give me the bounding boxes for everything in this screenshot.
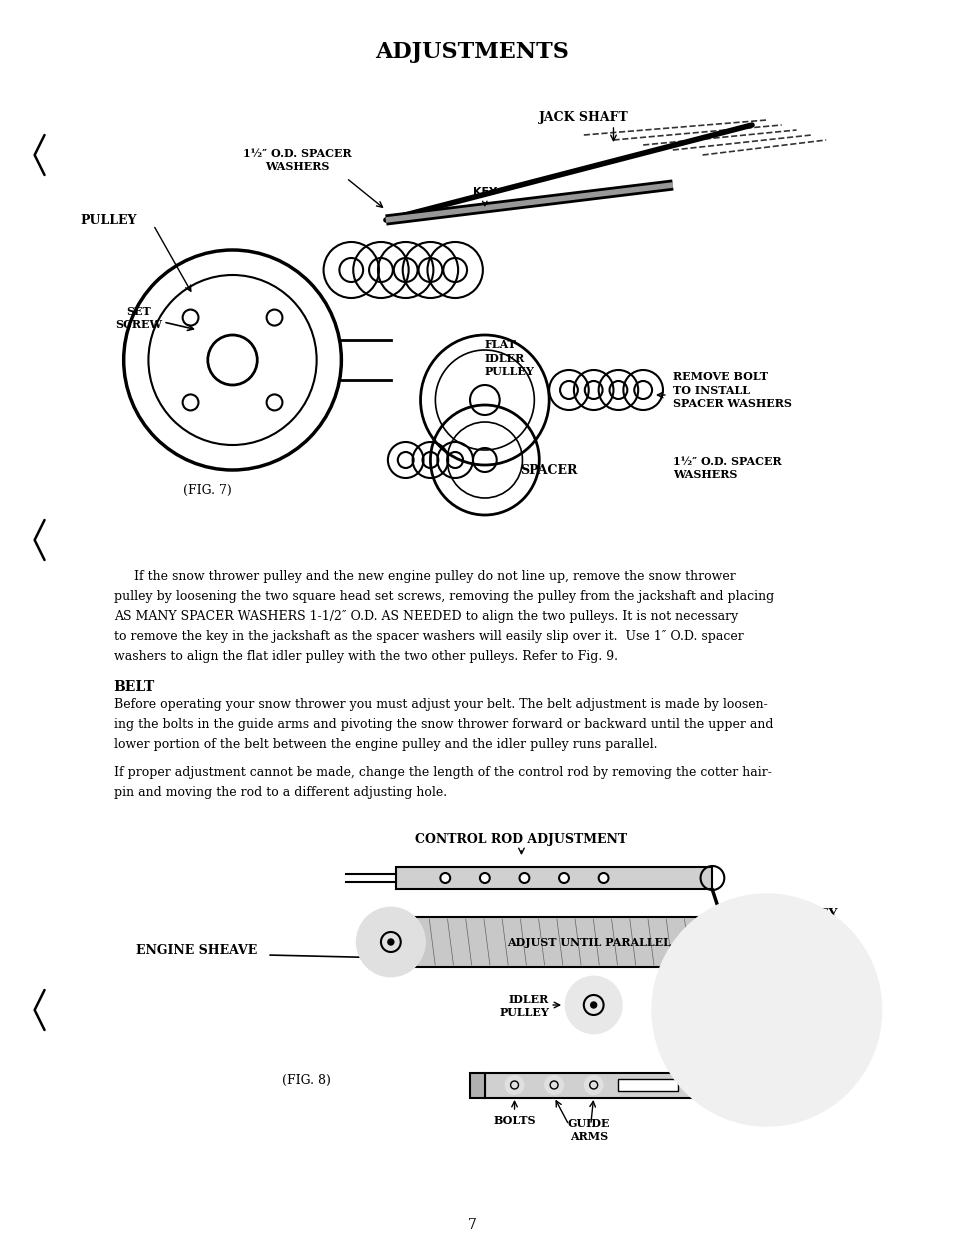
Circle shape [388, 939, 394, 944]
Text: GUIDE
ARMS: GUIDE ARMS [567, 1118, 609, 1143]
Text: 1½″ O.D. SPACER
WASHERS: 1½″ O.D. SPACER WASHERS [672, 456, 781, 481]
Text: BOLTS: BOLTS [493, 1114, 536, 1125]
FancyBboxPatch shape [618, 1079, 677, 1091]
Text: washers to align the flat idler pulley with the two other pulleys. Refer to Fig.: washers to align the flat idler pulley w… [113, 650, 618, 663]
Text: If proper adjustment cannot be made, change the length of the control rod by rem: If proper adjustment cannot be made, cha… [113, 766, 771, 779]
Circle shape [505, 1077, 523, 1094]
Text: If the snow thrower pulley and the new engine pulley do not line up, remove the : If the snow thrower pulley and the new e… [113, 569, 735, 583]
Circle shape [440, 873, 450, 883]
Text: (FIG. 7): (FIG. 7) [183, 483, 232, 496]
Circle shape [584, 1077, 602, 1094]
Text: PULLEY: PULLEY [80, 213, 136, 227]
Text: (FIG. 8): (FIG. 8) [282, 1074, 331, 1087]
Text: SPACER: SPACER [520, 464, 578, 476]
Circle shape [479, 873, 489, 883]
Circle shape [653, 895, 880, 1125]
Circle shape [544, 1077, 562, 1094]
Text: to remove the key in the jackshaft as the spacer washers will easily slip over i: to remove the key in the jackshaft as th… [113, 630, 742, 643]
FancyBboxPatch shape [470, 1073, 484, 1098]
Text: lower portion of the belt between the engine pulley and the idler pulley runs pa: lower portion of the belt between the en… [113, 738, 657, 751]
Text: JACK SHAFT: JACK SHAFT [538, 111, 628, 125]
Text: AS MANY SPACER WASHERS 1-1/2″ O.D. AS NEEDED to align the two pulleys. It is not: AS MANY SPACER WASHERS 1-1/2″ O.D. AS NE… [113, 611, 738, 623]
FancyBboxPatch shape [484, 1073, 721, 1098]
Text: 1½″ O.D. SPACER
WASHERS: 1½″ O.D. SPACER WASHERS [242, 147, 351, 172]
Circle shape [565, 977, 620, 1033]
Circle shape [590, 1002, 596, 1008]
Text: REMOVE BOLT
TO INSTALL
SPACER WASHERS: REMOVE BOLT TO INSTALL SPACER WASHERS [672, 371, 791, 409]
FancyBboxPatch shape [395, 867, 712, 888]
Text: KEY: KEY [473, 187, 497, 206]
Text: CONTROL ROD ADJUSTMENT: CONTROL ROD ADJUSTMENT [415, 834, 627, 846]
Text: IDLER
PULLEY: IDLER PULLEY [498, 993, 549, 1018]
Text: 7: 7 [467, 1219, 476, 1232]
Text: PULLEY: PULLEY [781, 908, 838, 922]
Circle shape [519, 873, 529, 883]
Circle shape [598, 873, 608, 883]
Text: ADJUST UNTIL PARALLEL: ADJUST UNTIL PARALLEL [506, 937, 670, 947]
Circle shape [356, 908, 424, 976]
Text: BELT: BELT [113, 680, 155, 694]
Text: SET
SCREW: SET SCREW [115, 305, 162, 330]
Text: FLAT
IDLER
PULLEY: FLAT IDLER PULLEY [484, 339, 535, 378]
Text: Before operating your snow thrower you must adjust your belt. The belt adjustmen: Before operating your snow thrower you m… [113, 698, 767, 711]
Circle shape [558, 873, 568, 883]
Text: ing the bolts in the guide arms and pivoting the snow thrower forward or backwar: ing the bolts in the guide arms and pivo… [113, 718, 773, 731]
Text: ENGINE SHEAVE: ENGINE SHEAVE [136, 943, 257, 957]
Text: ADJUSTMENTS: ADJUSTMENTS [375, 41, 568, 64]
Text: pin and moving the rod to a different adjusting hole.: pin and moving the rod to a different ad… [113, 786, 446, 799]
Text: pulley by loosening the two square head set screws, removing the pulley from the: pulley by loosening the two square head … [113, 591, 773, 603]
FancyBboxPatch shape [386, 917, 751, 967]
